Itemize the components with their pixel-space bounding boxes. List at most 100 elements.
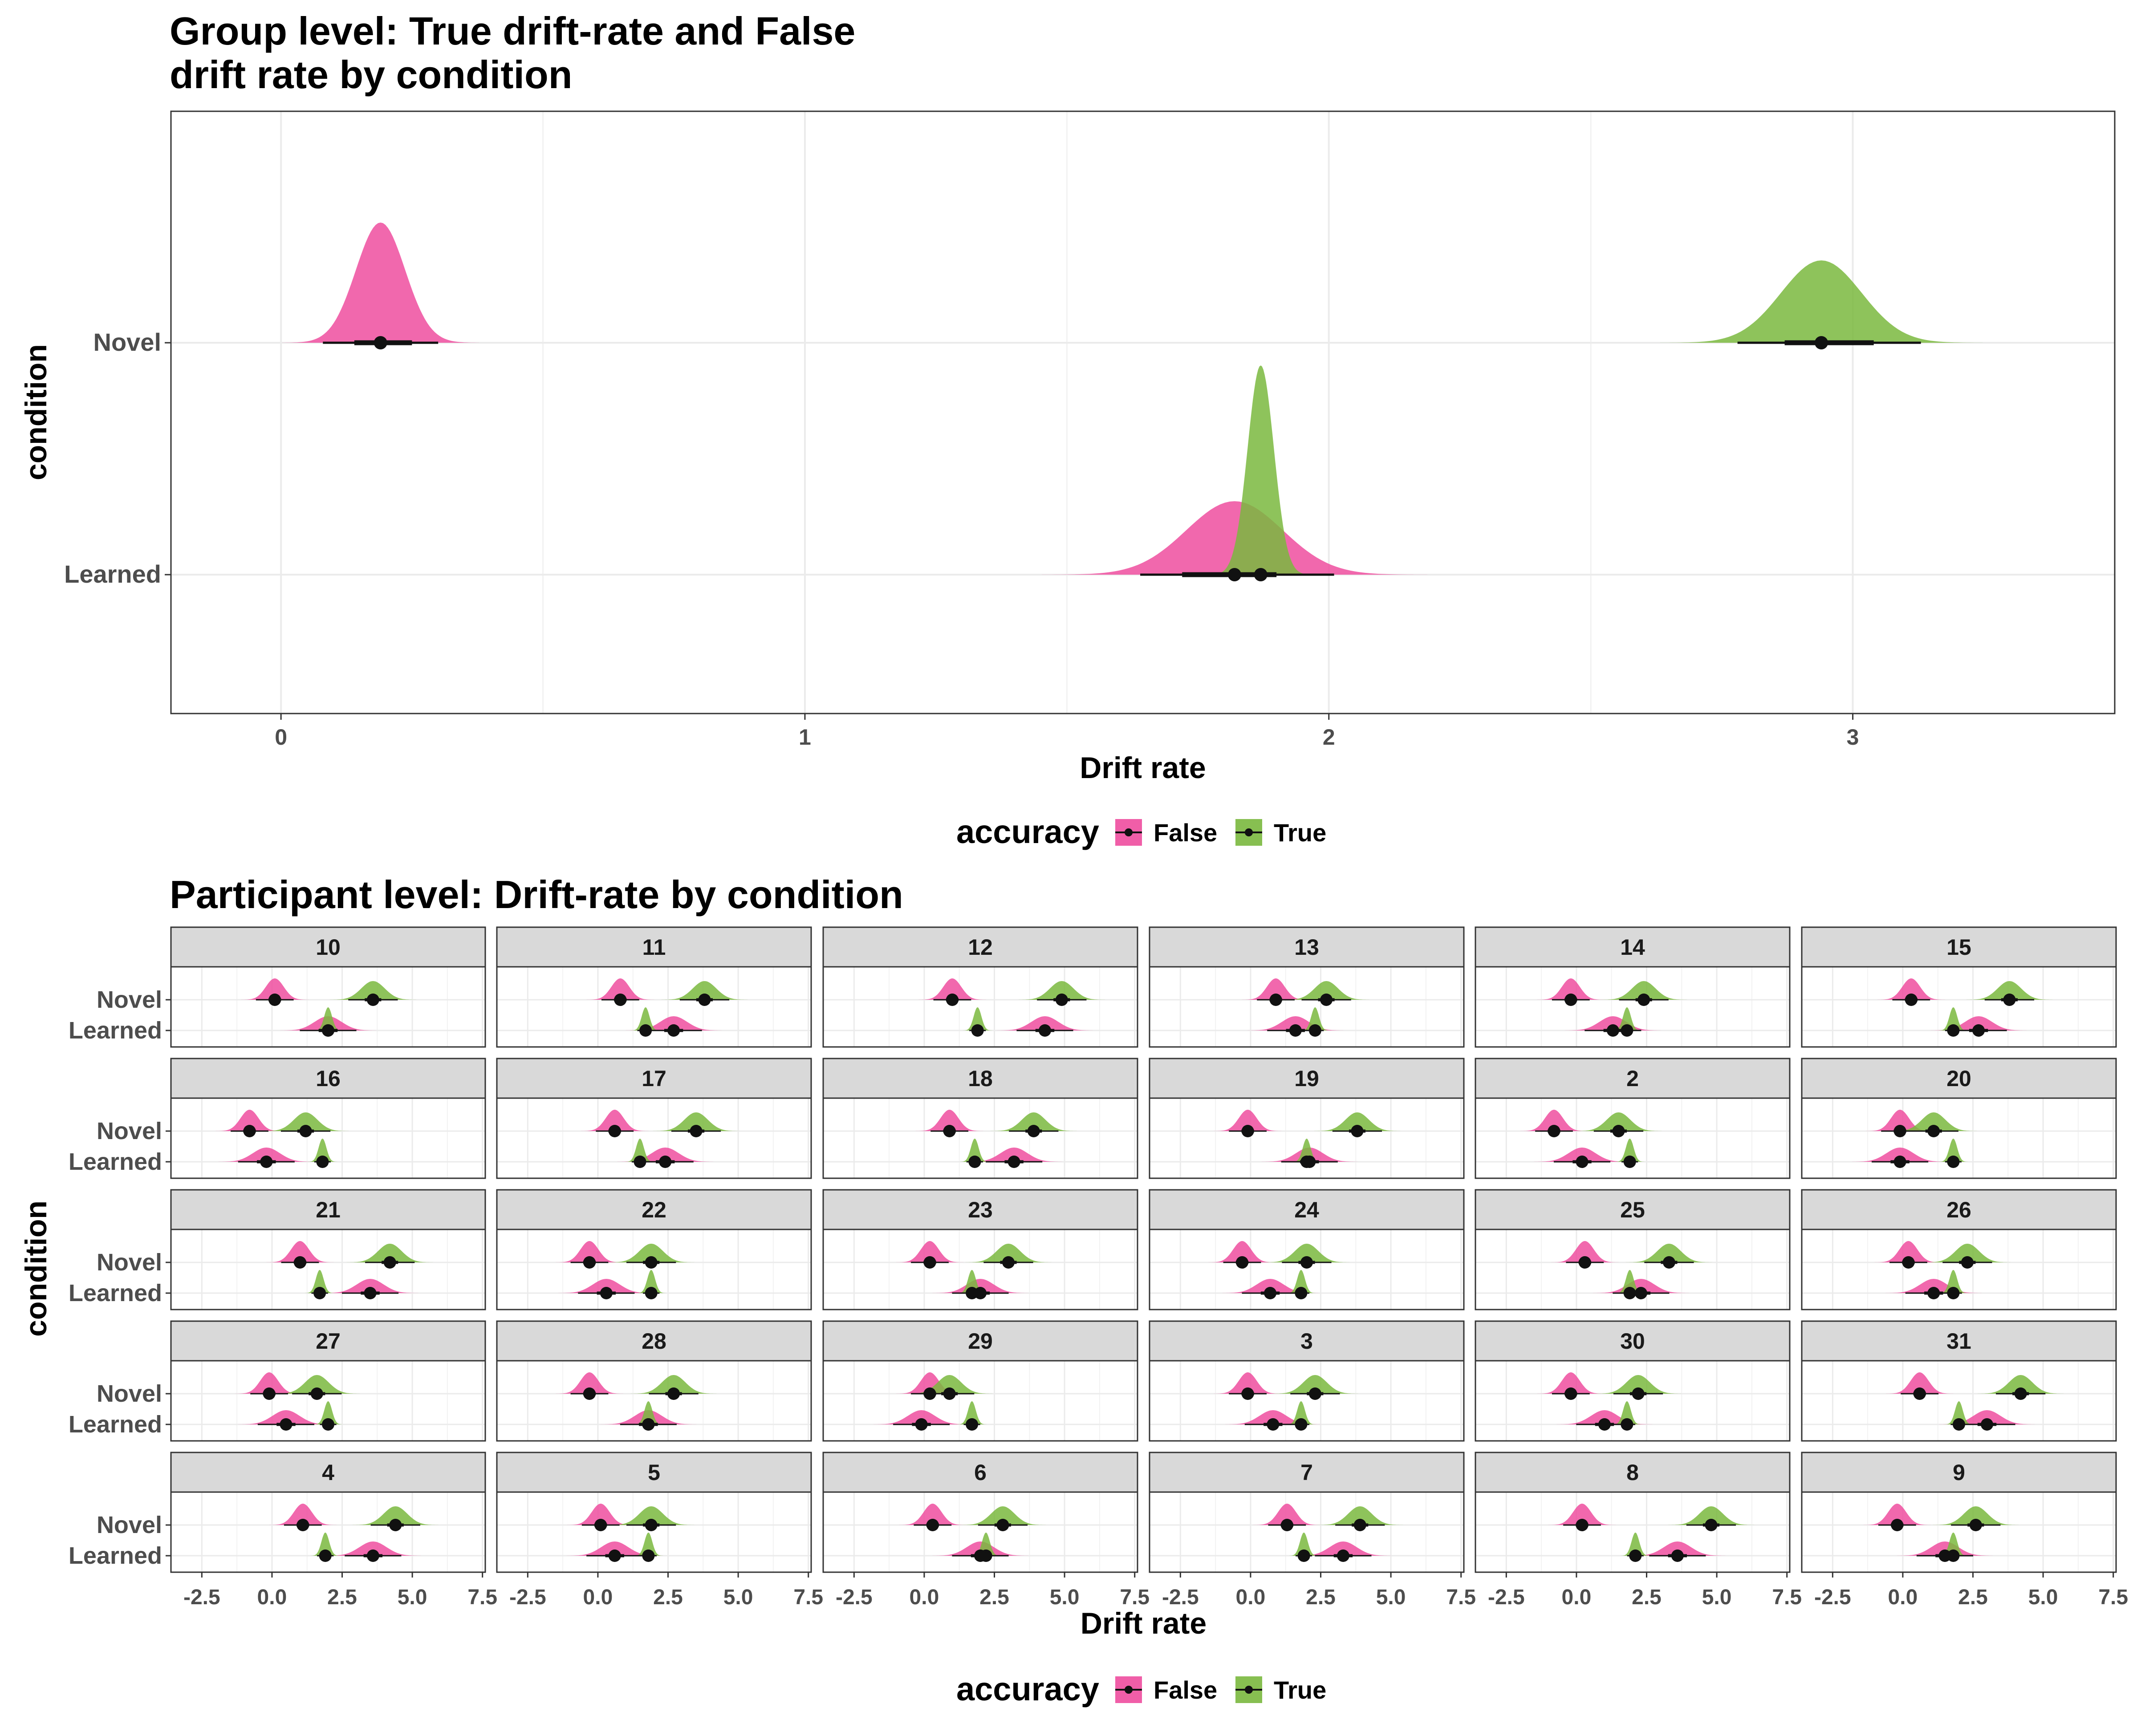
x-tick-label: -2.5 xyxy=(1488,1586,1525,1609)
density-learned-true xyxy=(956,1401,988,1424)
panel-border xyxy=(1801,966,2117,1048)
x-tick-label: 0 xyxy=(275,725,287,750)
facet-strip xyxy=(822,1320,1138,1362)
density-learned-true xyxy=(309,1533,341,1556)
point-estimate-learned-false xyxy=(260,1156,273,1168)
point-estimate-novel-false xyxy=(1236,1256,1249,1269)
point-estimate-novel-false xyxy=(1564,1387,1577,1400)
density-novel-false xyxy=(553,1372,626,1394)
density-learned-true xyxy=(959,1139,991,1162)
point-estimate-learned-false xyxy=(366,1549,379,1562)
x-tick-label: 5.0 xyxy=(2028,1586,2058,1609)
facet-panel-25: 25 xyxy=(1475,1189,1791,1310)
y-tick-label: Learned xyxy=(69,1542,162,1569)
density-novel-true xyxy=(1886,1112,1981,1131)
y-tick-label: Novel xyxy=(97,1380,162,1407)
density-novel-false xyxy=(1211,1372,1284,1394)
point-estimate-learned-true xyxy=(645,1287,658,1299)
panel-border xyxy=(822,1360,1138,1442)
density-novel-true xyxy=(1928,1506,2023,1525)
point-estimate-novel-true xyxy=(383,1256,396,1269)
density-novel-false xyxy=(1518,1110,1590,1131)
point-estimate-novel-false xyxy=(583,1387,596,1400)
panel-border xyxy=(1149,966,1465,1048)
density-novel-true xyxy=(649,1112,743,1131)
density-novel-true xyxy=(1597,981,1691,1000)
facet-panel-28: 28 xyxy=(496,1320,812,1442)
facet-strip-label: 22 xyxy=(642,1197,666,1222)
density-novel-false xyxy=(1549,1241,1621,1262)
point-estimate-learned-true xyxy=(639,1024,652,1037)
density-learned-true xyxy=(1614,1139,1645,1162)
point-estimate-novel-true xyxy=(1705,1519,1718,1531)
density-novel-true xyxy=(1973,1375,2068,1394)
density-false-novel xyxy=(282,223,479,343)
facet-strip-label: 15 xyxy=(1946,935,1971,960)
legend-title: accuracy xyxy=(956,813,1099,850)
point-estimate-learned-false xyxy=(1337,1549,1349,1562)
facet-strip-label: 8 xyxy=(1626,1460,1639,1485)
facet-strip-label: 20 xyxy=(1946,1066,1971,1091)
facet-strip-label: 19 xyxy=(1294,1066,1319,1091)
density-novel-true xyxy=(1312,1506,1407,1525)
density-learned-true xyxy=(1620,1533,1651,1556)
point-estimate-novel-true xyxy=(2003,994,2016,1006)
facet-strip-label: 31 xyxy=(1946,1329,1971,1354)
y-tick-label: Learned xyxy=(69,1017,162,1044)
x-tick-label: 2.5 xyxy=(327,1586,357,1609)
density-novel-true xyxy=(269,1375,364,1394)
density-learned-true xyxy=(956,1270,988,1293)
point-estimate-learned-false xyxy=(659,1156,672,1168)
facet-strip-label: 28 xyxy=(642,1329,666,1354)
density-learned-true xyxy=(312,1007,344,1030)
point-estimate-learned-false xyxy=(364,1287,377,1299)
density-learned-false xyxy=(867,1410,975,1424)
point-estimate-novel-true xyxy=(1353,1519,1366,1531)
density-learned-false xyxy=(552,1279,660,1293)
point-estimate-learned-true xyxy=(968,1156,981,1168)
x-tick-label: 2.5 xyxy=(1958,1586,1988,1609)
facet-panel-22: 22 xyxy=(496,1189,812,1310)
density-learned-false xyxy=(561,1541,669,1556)
panel-border xyxy=(1475,1360,1791,1442)
density-learned-true xyxy=(1938,1533,1969,1556)
facet-panel-19: 19 xyxy=(1149,1058,1465,1179)
density-learned-false xyxy=(926,1279,1034,1293)
panel-border xyxy=(1149,1097,1465,1179)
density-learned-false xyxy=(991,1016,1099,1030)
facet-strip xyxy=(1475,1452,1791,1493)
point-estimate-novel-false xyxy=(923,1256,936,1269)
density-novel-true xyxy=(1664,1506,1759,1525)
point-estimate-novel-true xyxy=(1027,1125,1040,1137)
density-learned-true xyxy=(633,1533,664,1556)
point-estimate-novel-true xyxy=(2014,1387,2027,1400)
x-tick-label: 0.0 xyxy=(910,1586,939,1609)
density-learned-false xyxy=(1891,1541,1999,1556)
legend-title: accuracy xyxy=(956,1671,1099,1708)
point-estimate-learned-false xyxy=(1576,1156,1589,1168)
panel-border xyxy=(170,1360,486,1442)
point-estimate-novel-false xyxy=(263,1387,276,1400)
x-tick-label: -2.5 xyxy=(183,1586,220,1609)
density-learned-true xyxy=(1938,1007,1969,1030)
facet-strip-label: 16 xyxy=(316,1066,341,1091)
y-tick-label: Learned xyxy=(64,560,161,588)
facet-strip-label: 2 xyxy=(1626,1066,1639,1091)
density-novel-false xyxy=(1861,1504,1933,1525)
point-estimate-learned-true xyxy=(1953,1418,1965,1431)
point-estimate-learned-true xyxy=(322,1418,334,1431)
density-learned-true xyxy=(1938,1270,1969,1293)
density-learned-true xyxy=(1943,1401,1975,1424)
point-estimate-novel-false xyxy=(1576,1519,1589,1531)
density-novel-false xyxy=(233,1372,305,1394)
facet-panel-12: 12 xyxy=(822,926,1138,1048)
x-tick-label: 2.5 xyxy=(653,1586,683,1609)
point-estimate-learned-true xyxy=(642,1418,655,1431)
point-estimate-learned-true xyxy=(1629,1549,1642,1562)
point-estimate-learned-false xyxy=(600,1287,613,1299)
point-estimate-learned-true xyxy=(642,1549,655,1562)
facet-strip xyxy=(822,926,1138,968)
facet-strip xyxy=(1801,1189,2117,1230)
density-novel-false xyxy=(584,978,656,1000)
